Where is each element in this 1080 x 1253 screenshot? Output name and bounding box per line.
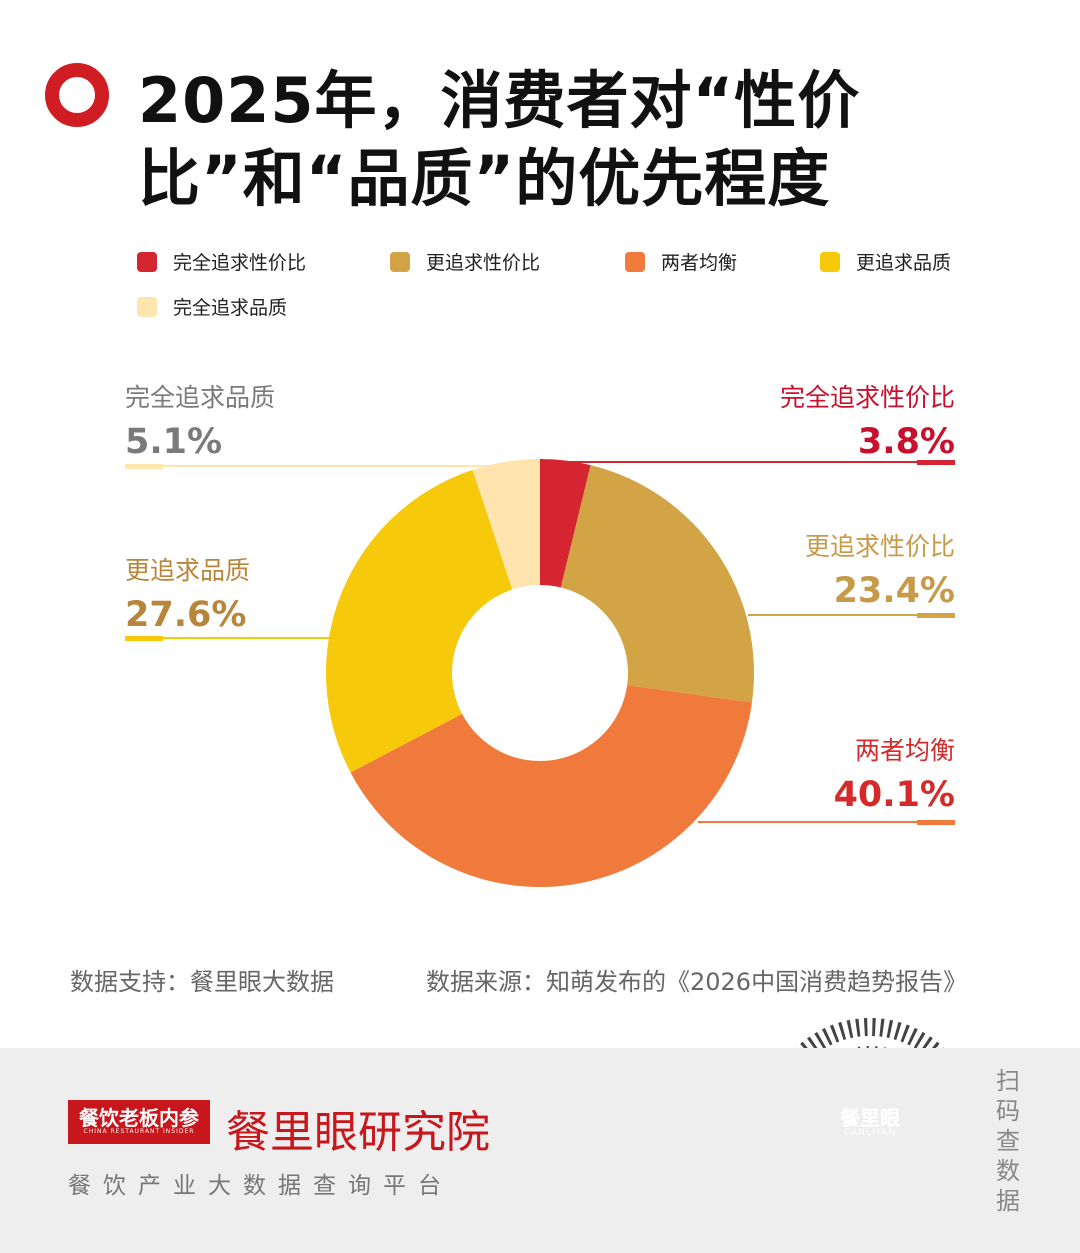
- slice-value: 23.4%: [834, 571, 955, 611]
- legend-label: 更追求品质: [856, 252, 951, 274]
- data-source: 数据来源：知萌发布的《2026中国消费趋势报告》: [426, 968, 968, 996]
- donut-slice: [472, 459, 540, 590]
- title-icon: [45, 63, 109, 127]
- legend-label: 两者均衡: [661, 252, 737, 274]
- legend-label: 完全追求品质: [173, 297, 287, 319]
- logo: 餐饮老板内参 CHINA RESTAURANT INSIDER: [68, 1100, 210, 1144]
- slice-value: 27.6%: [125, 595, 246, 635]
- legend-label: 更追求性价比: [426, 252, 540, 274]
- legend-swatch: [137, 297, 157, 317]
- legend-swatch: [820, 252, 840, 272]
- leader-end: [917, 460, 955, 465]
- legend-swatch: [625, 252, 645, 272]
- donut-slice: [540, 459, 591, 588]
- slice-value: 40.1%: [834, 775, 955, 815]
- legend-label: 完全追求性价比: [173, 252, 306, 274]
- slice-name: 完全追求品质: [125, 383, 275, 412]
- legend-swatch: [137, 252, 157, 272]
- logo-en: CHINA RESTAURANT INSIDER: [83, 1128, 195, 1135]
- slogan: 餐饮产业大数据查询平台: [68, 1173, 453, 1199]
- slice-value: 3.8%: [858, 422, 955, 462]
- donut-slice: [560, 465, 754, 703]
- leader-end: [125, 464, 163, 469]
- slice-name: 两者均衡: [855, 736, 955, 765]
- leader-end: [917, 613, 955, 618]
- chart-title: 2025年，消费者对“性价比”和“品质”的优先程度: [138, 64, 861, 215]
- donut-slice: [350, 685, 752, 888]
- slice-name: 更追求性价比: [805, 532, 955, 561]
- data-support: 数据支持：餐里眼大数据: [70, 968, 334, 996]
- legend-swatch: [390, 252, 410, 272]
- qr-label-en: CANLIYAN: [843, 1128, 897, 1138]
- slice-name: 更追求品质: [125, 556, 250, 585]
- slice-name: 完全追求性价比: [780, 383, 955, 412]
- qr-label: 餐里眼: [840, 1106, 900, 1130]
- donut-slice: [325, 469, 513, 773]
- brand-name: 餐里眼研究院: [226, 1107, 490, 1158]
- scan-hint: 扫码查数据: [996, 1067, 1020, 1215]
- slice-value: 5.1%: [125, 422, 222, 462]
- footer-band: [0, 1048, 1080, 1253]
- leader-end: [125, 636, 163, 641]
- logo-text: 餐饮老板内参: [79, 1106, 199, 1130]
- leader-end: [917, 820, 955, 825]
